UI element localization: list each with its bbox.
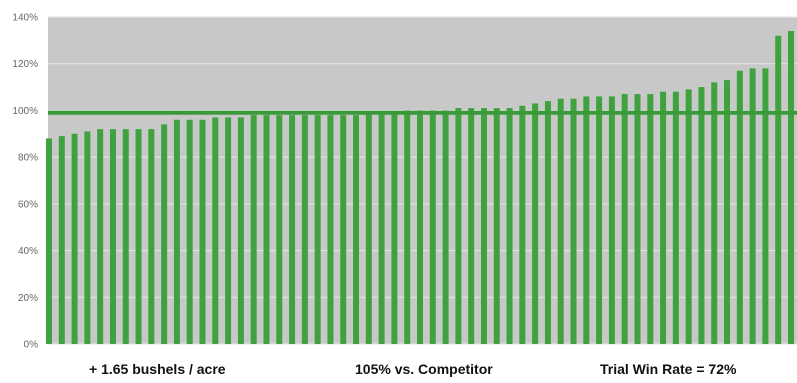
bar <box>429 110 436 345</box>
bar <box>391 112 398 344</box>
bar <box>775 35 782 344</box>
bar <box>289 115 296 344</box>
caption-win-rate: Trial Win Rate = 72% <box>600 361 737 377</box>
bar <box>173 119 180 345</box>
bar <box>250 115 257 344</box>
bar <box>263 115 270 344</box>
y-tick-label: 100% <box>12 106 38 117</box>
bar <box>532 103 539 344</box>
caption-vs-competitor: 105% vs. Competitor <box>355 361 493 377</box>
y-tick-label: 140% <box>12 13 38 24</box>
bar <box>647 94 654 344</box>
y-tick-label: 40% <box>18 246 38 257</box>
bar <box>634 94 641 344</box>
bar <box>698 87 705 344</box>
y-tick-label: 80% <box>18 153 38 164</box>
bar <box>621 94 628 344</box>
bar <box>672 91 679 345</box>
bar <box>660 91 667 345</box>
bar <box>237 117 244 344</box>
y-axis-ticks: 0% 20% 40% 60% 80% 100% 120% 140% <box>12 13 38 351</box>
bar <box>71 133 78 344</box>
bar <box>58 136 65 344</box>
bar <box>685 89 692 344</box>
bar <box>711 82 718 345</box>
bar <box>84 131 91 344</box>
bar <box>557 98 564 344</box>
y-tick-label: 60% <box>18 199 38 210</box>
bar <box>493 108 500 344</box>
bar <box>97 129 104 344</box>
bar <box>417 110 423 345</box>
bar <box>135 129 142 344</box>
y-tick-label: 0% <box>24 340 39 351</box>
bar <box>340 115 347 344</box>
bars <box>46 31 794 345</box>
y-tick-label: 120% <box>12 59 38 70</box>
bar <box>596 96 603 344</box>
bar <box>225 117 232 344</box>
y-tick-label: 20% <box>18 293 38 304</box>
bar <box>788 31 794 344</box>
bar <box>762 68 769 344</box>
bar <box>122 129 129 344</box>
bar <box>724 80 731 344</box>
bar <box>148 129 155 344</box>
bar <box>736 70 743 344</box>
bar <box>455 108 462 344</box>
bar <box>301 115 308 344</box>
bar <box>519 105 526 344</box>
bar <box>161 124 168 344</box>
bar <box>404 110 411 345</box>
caption-yield-gain: + 1.65 bushels / acre <box>89 361 226 377</box>
bar <box>109 129 116 344</box>
bar <box>46 138 52 344</box>
bar <box>506 108 513 344</box>
bar <box>544 101 551 344</box>
bar <box>378 112 385 344</box>
bar <box>353 115 360 344</box>
bar <box>608 96 615 344</box>
bar <box>442 110 449 345</box>
bar <box>480 108 487 344</box>
bar <box>314 115 321 344</box>
bar <box>186 119 193 345</box>
bar <box>212 117 219 344</box>
bar <box>468 108 475 344</box>
bar <box>749 68 756 344</box>
bar <box>327 115 334 344</box>
bar <box>276 115 283 344</box>
bar <box>570 98 577 344</box>
bar <box>199 119 206 345</box>
bar <box>583 96 590 344</box>
bar <box>365 112 372 344</box>
